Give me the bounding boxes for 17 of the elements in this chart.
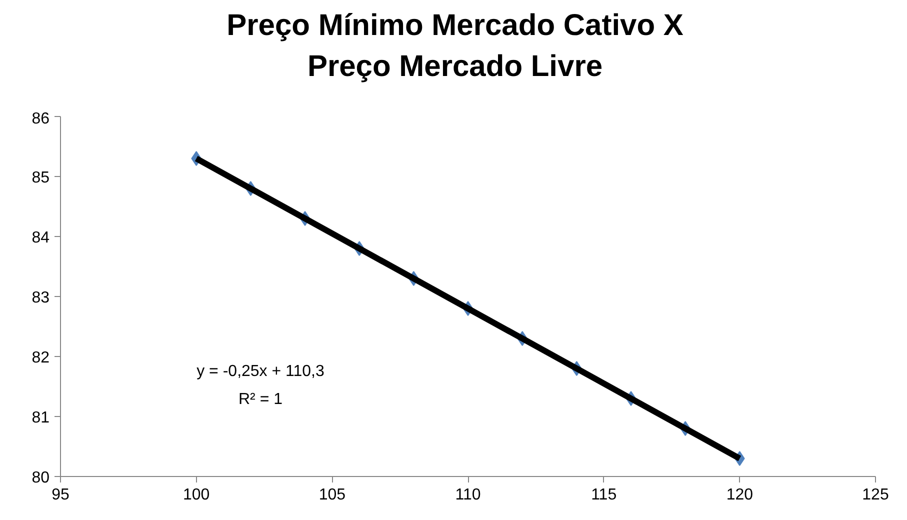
y-tick-label: 82	[32, 350, 50, 366]
x-tick-label: 115	[591, 486, 617, 504]
chart-title: Preço Mínimo Mercado Cativo X Preço Mercado Livre	[226, 8, 684, 84]
x-tick-label: 95	[52, 486, 70, 504]
annotation: R² = 1	[238, 391, 283, 408]
annotation: y = -0,25x + 110,3	[196, 363, 324, 380]
y-tick-label: 86	[32, 110, 50, 128]
y-tick-label: 81	[32, 410, 50, 426]
y-tick-label: 83	[32, 290, 50, 306]
x-tick-label: 110	[455, 486, 481, 504]
y-tick-label: 80	[32, 470, 50, 486]
y-tick-label: 84	[32, 230, 50, 246]
y-tick-label: 85	[32, 170, 50, 186]
x-tick-label: 105	[318, 486, 346, 504]
x-tick-label: 100	[182, 486, 210, 504]
x-tick-label: 125	[862, 486, 889, 504]
x-tick-label: 120	[726, 486, 754, 504]
